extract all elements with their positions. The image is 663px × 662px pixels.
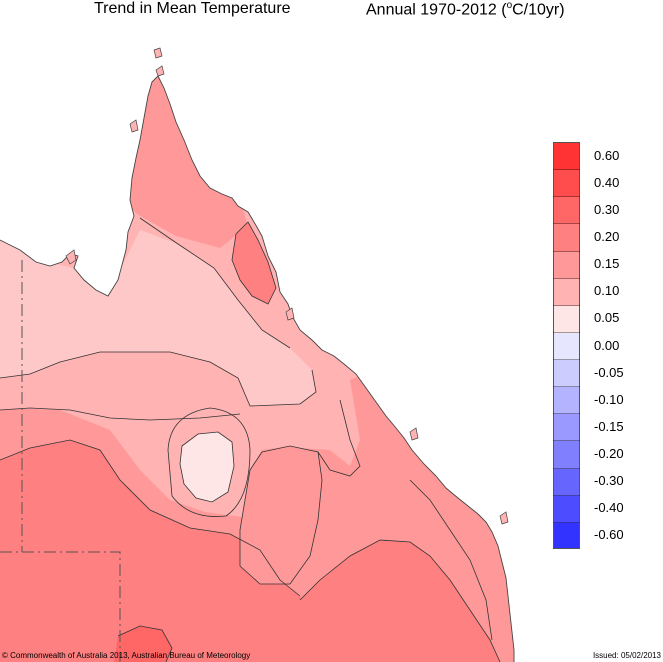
legend-label: -0.15 [594, 418, 624, 434]
legend-swatch [554, 224, 579, 253]
legend-tick [553, 331, 580, 333]
legend-swatch [554, 495, 579, 524]
legend-label: 0.30 [594, 201, 620, 217]
legend-tick [553, 196, 580, 198]
map-title: Trend in Mean Temperature [94, 0, 291, 17]
legend-swatch [554, 251, 579, 280]
legend-tick [553, 250, 580, 252]
legend-swatch [554, 278, 579, 307]
legend-label: -0.10 [594, 391, 624, 407]
legend-swatch [554, 332, 579, 362]
legend-tick [553, 277, 580, 279]
legend-swatch [554, 387, 579, 416]
legend-label: 0.20 [594, 228, 620, 244]
legend-tick [553, 169, 580, 171]
legend-swatch [554, 522, 579, 548]
legend-tick [553, 440, 580, 442]
legend-label: 0.00 [594, 337, 620, 353]
color-legend [553, 142, 580, 549]
legend-tick [553, 304, 580, 306]
legend-swatch [554, 170, 579, 199]
subtitle-main: Annual 1970-2012 ( [366, 1, 507, 19]
legend-label: 0.60 [594, 147, 620, 163]
legend-tick [553, 413, 580, 415]
legend-swatch [554, 360, 579, 389]
subtitle-units: C/10yr) [512, 1, 565, 19]
legend-tick [553, 223, 580, 225]
legend-label: -0.30 [594, 473, 624, 489]
legend-swatch [554, 143, 579, 172]
legend-swatch [554, 414, 579, 443]
legend-label: -0.20 [594, 446, 624, 462]
copyright-notice: © Commonwealth of Australia 2013, Austra… [2, 651, 251, 660]
legend-swatch [554, 468, 579, 497]
legend-tick [553, 521, 580, 523]
issued-date: Issued: 05/02/2013 [592, 651, 661, 660]
legend-tick [553, 494, 580, 496]
legend-swatch [554, 197, 579, 226]
legend-label: 0.05 [594, 310, 620, 326]
legend-tick [553, 386, 580, 388]
legend-label: -0.05 [594, 364, 624, 380]
legend-label: 0.10 [594, 283, 620, 299]
legend-label: -0.60 [594, 527, 624, 543]
legend-swatch [554, 305, 579, 334]
degree-symbol: o [506, 0, 513, 11]
map-subtitle: Annual 1970-2012 (oC/10yr) [366, 0, 565, 19]
legend-label: 0.15 [594, 256, 620, 272]
legend-swatch [554, 441, 579, 470]
legend-tick [553, 359, 580, 361]
legend-label: -0.40 [594, 500, 624, 516]
legend-label: 0.40 [594, 174, 620, 190]
legend-tick [553, 467, 580, 469]
